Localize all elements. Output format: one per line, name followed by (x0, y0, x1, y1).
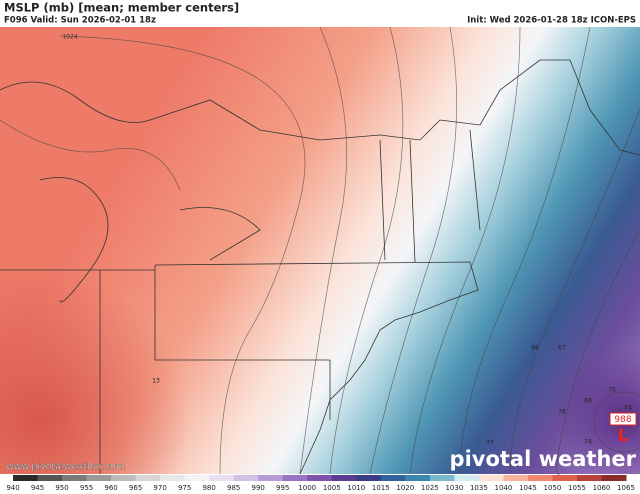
colorbar-tick-label: 990 (252, 484, 265, 492)
colorbar-swatch (552, 475, 578, 481)
colorbar-tick-label: 960 (104, 484, 117, 492)
colorbar-tick-label: 965 (129, 484, 142, 492)
colorbar-tick-label: 950 (55, 484, 68, 492)
state-line (329, 129, 481, 420)
colorbar-tick-label: 1060 (593, 484, 611, 492)
colorbar-swatch (13, 475, 39, 481)
watermark: www.pivotalweather.com (6, 462, 125, 473)
colorbar-tick-label: 945 (31, 484, 44, 492)
colorbar-swatch (331, 475, 357, 481)
colorbar-tick-label: 955 (80, 484, 93, 492)
colorbar-tick-label: 1045 (519, 484, 537, 492)
colorbar-swatch (503, 475, 529, 481)
low-symbol: L (618, 426, 629, 446)
colorbar-tick-label: 1065 (617, 484, 635, 492)
logo: pivotal weather (450, 447, 637, 471)
colorbar-swatch (282, 475, 308, 481)
isobar (299, 26, 348, 475)
low-pressure: 988 (614, 415, 631, 425)
colorbar-swatch (135, 475, 161, 481)
colorbar-swatch (62, 475, 88, 481)
colorbar-tick-label: 940 (6, 484, 19, 492)
colorbar-swatch (576, 475, 602, 481)
colorbar: 940 945 950 955 960 965 970 975 980 985 990 995 1000… (6, 475, 635, 492)
member-center: 68 (584, 398, 592, 405)
colorbar-swatch (86, 475, 112, 481)
coast-border (0, 59, 640, 156)
colorbar-swatch (160, 475, 186, 481)
isobar (59, 35, 306, 475)
colorbar-tick-label: 1035 (470, 484, 488, 492)
colorbar-swatch (601, 475, 627, 481)
colorbar-tick-label: 1000 (298, 484, 316, 492)
colorbar-swatch (307, 475, 333, 481)
isobar (593, 391, 640, 453)
colorbar-swatch (454, 475, 480, 481)
colorbar-swatch (209, 475, 235, 481)
colorbar-swatch (527, 475, 553, 481)
member-center: 74 (584, 439, 592, 446)
isobar (329, 26, 404, 475)
member-center: 68 (531, 345, 539, 352)
coast (154, 261, 479, 475)
member-centers: 13 68 67 70 68 78 74 77 74 (152, 345, 632, 447)
colorbar-tick-label: 980 (202, 484, 215, 492)
member-center: 13 (152, 378, 160, 385)
colorbar-swatch (233, 475, 259, 481)
colorbar-swatch (405, 475, 431, 481)
colorbar-swatch (37, 475, 63, 481)
valid-time: F096 Valid: Sun 2026-02-01 18z (4, 16, 156, 26)
colorbar-tick-label: 1055 (568, 484, 586, 492)
colorbar-tick-label: 975 (178, 484, 191, 492)
colorbar-tick-label: 1030 (445, 484, 463, 492)
map: 1024 13 68 67 70 68 78 74 77 74 988 L www.pivota… (0, 26, 640, 475)
colorbar-swatch (429, 475, 455, 481)
isobar (556, 229, 640, 475)
state-line (154, 265, 330, 361)
colorbar-swatch (111, 475, 137, 481)
isobars (0, 26, 640, 475)
member-center: 74 (624, 405, 632, 412)
isobar (369, 26, 457, 475)
init-time: Init: Wed 2026-01-28 18z ICON-EPS (467, 16, 636, 26)
colorbar-swatch (478, 475, 504, 481)
member-center: 77 (486, 440, 494, 447)
state-line (0, 269, 155, 474)
low-box (609, 412, 637, 426)
colorbar-tick-label: 1015 (372, 484, 390, 492)
colorbar-tick-label: 1020 (396, 484, 414, 492)
contour-label: 1024 (62, 34, 77, 41)
colorbar-tick-label: 985 (227, 484, 240, 492)
colorbar-tick-label: 1050 (544, 484, 562, 492)
lake-michigan (39, 177, 109, 303)
member-center: 67 (558, 345, 566, 352)
pressure-field-low (0, 27, 640, 474)
isobar (409, 26, 521, 475)
lake-erie (179, 207, 261, 261)
colorbar-swatch (184, 475, 210, 481)
header: MSLP (mb) [mean; member centers] F096 Va… (4, 1, 636, 26)
colorbar-swatch (356, 475, 382, 481)
colorbar-tick-label: 995 (276, 484, 289, 492)
colorbar-tick-label: 1005 (323, 484, 341, 492)
colorbar-tick-label: 970 (153, 484, 166, 492)
member-center: 78 (558, 409, 566, 416)
isobar (459, 26, 591, 475)
title: MSLP (mb) [mean; member centers] (4, 1, 239, 15)
isobar (509, 109, 640, 475)
colorbar-tick-label: 1040 (494, 484, 512, 492)
boundaries (0, 59, 640, 475)
colorbar-tick-label: 1010 (347, 484, 365, 492)
colorbar-swatch (380, 475, 406, 481)
colorbar-tick-label: 1025 (421, 484, 439, 492)
colorbar-swatch (258, 475, 284, 481)
isobar (0, 119, 181, 191)
member-center: 70 (608, 387, 616, 394)
